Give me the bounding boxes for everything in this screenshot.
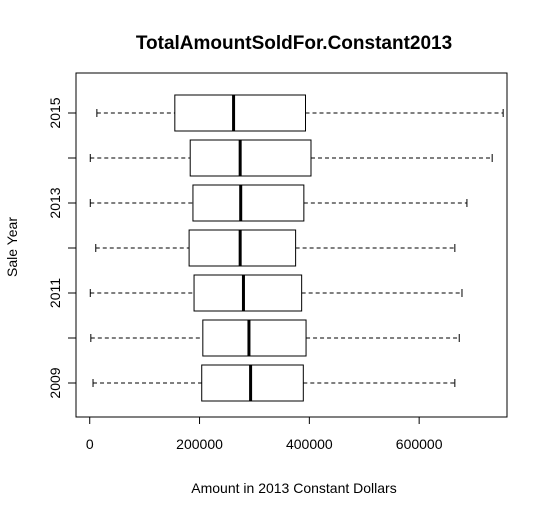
box-2009 [92, 364, 456, 402]
box-body [193, 274, 303, 312]
box-2011 [89, 274, 463, 312]
box-body [174, 94, 307, 132]
box-2014 [89, 139, 493, 177]
box-2012 [95, 229, 456, 267]
x-tick-label: 200000 [176, 436, 223, 452]
y-axis: 2009 2011 2013 2015 [47, 97, 76, 399]
box-2010 [90, 319, 460, 357]
x-tick-label: 0 [86, 436, 94, 452]
box-body [192, 184, 305, 222]
box-body [188, 229, 297, 267]
box-body [202, 319, 307, 357]
chart-title: TotalAmountSoldFor.Constant2013 [136, 33, 452, 54]
plot-frame [75, 72, 508, 418]
box-body [189, 139, 312, 177]
y-axis-label: Sale Year [4, 217, 20, 277]
x-tick-label: 400000 [286, 436, 333, 452]
y-tick-label: 2011 [47, 278, 63, 308]
box-2015 [96, 94, 504, 132]
x-axis: 0 200000 400000 600000 [86, 417, 443, 452]
x-axis-label: Amount in 2013 Constant Dollars [191, 480, 396, 496]
x-tick-label: 600000 [396, 436, 443, 452]
box-body [201, 364, 304, 402]
y-tick-label: 2009 [47, 367, 63, 398]
y-tick-label: 2013 [47, 187, 63, 218]
box-2013 [89, 184, 468, 222]
boxes-layer [89, 94, 504, 402]
y-tick-label: 2015 [47, 97, 63, 128]
